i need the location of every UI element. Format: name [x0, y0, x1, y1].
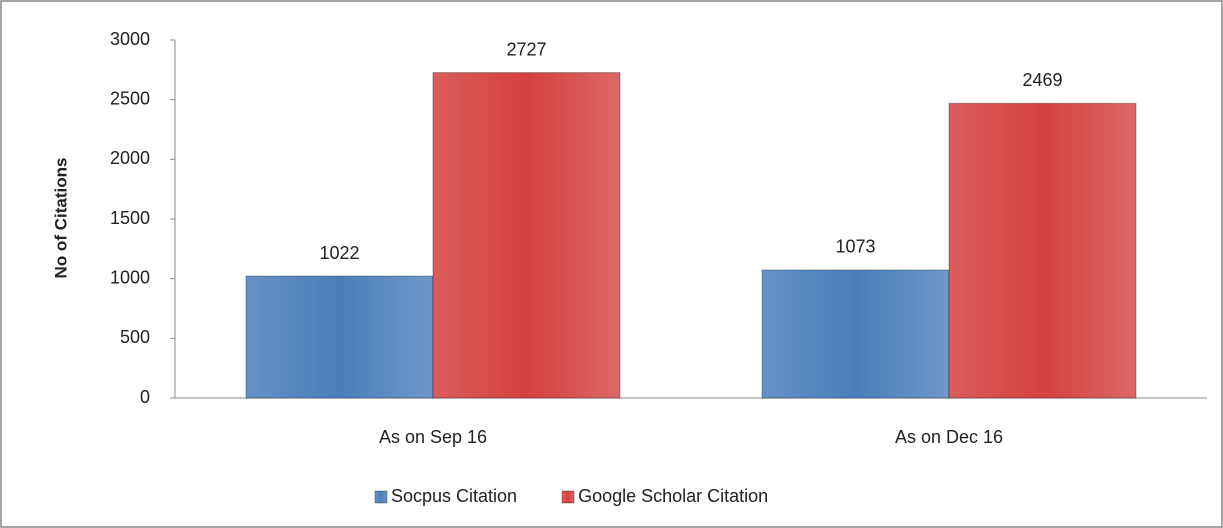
legend-swatch: [374, 490, 388, 504]
y-tick-label: 0: [140, 387, 150, 407]
legend-label: Google Scholar Citation: [578, 486, 768, 506]
y-tick-label: 1000: [110, 267, 150, 287]
y-tick-label: 500: [120, 327, 150, 347]
y-tick-label: 3000: [110, 29, 150, 49]
bar: [761, 269, 950, 399]
legend-swatch: [561, 490, 575, 504]
x-tick-label: As on Dec 16: [895, 427, 1003, 447]
bar: [948, 102, 1137, 399]
data-label: 2727: [506, 39, 546, 59]
bar: [432, 72, 621, 399]
data-label: 1022: [319, 243, 359, 263]
y-tick-label: 1500: [110, 208, 150, 228]
legend-label: Socpus Citation: [391, 486, 517, 506]
x-tick-label: As on Sep 16: [379, 427, 487, 447]
y-tick-label: 2500: [110, 88, 150, 108]
bar: [245, 275, 434, 399]
data-label: 1073: [835, 237, 875, 257]
y-axis-label: No of Citations: [51, 158, 70, 279]
data-label: 2469: [1022, 70, 1062, 90]
y-tick-label: 2000: [110, 148, 150, 168]
